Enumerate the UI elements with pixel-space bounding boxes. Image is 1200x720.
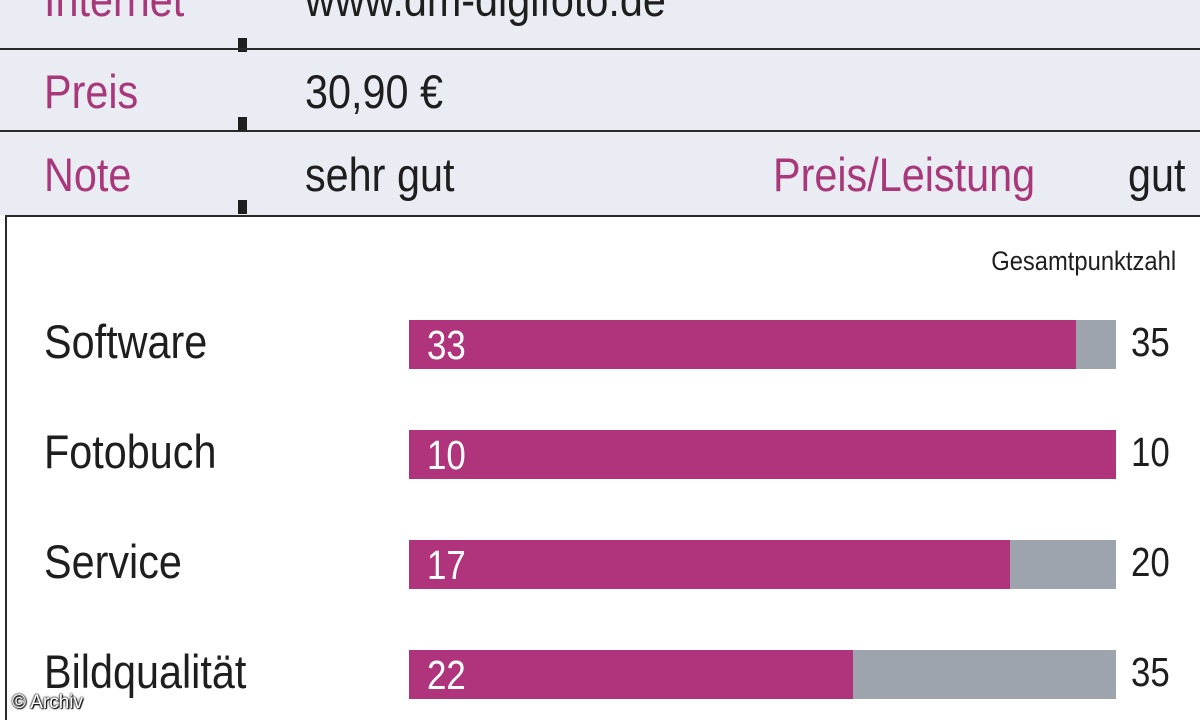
max-value-label: 20: [1131, 539, 1170, 585]
bar: [409, 320, 1076, 369]
bar-value-label: 33: [427, 322, 466, 368]
bar: [409, 430, 1116, 479]
separator-tick: [238, 38, 247, 52]
category-label: Bildqualität: [44, 645, 247, 698]
category-label: Service: [44, 535, 182, 588]
total-score-header: Gesamtpunktzahl: [991, 246, 1176, 276]
info-key-preis-leistung: Preis/Leistung: [773, 148, 1036, 201]
info-value-internet[interactable]: www.dm-digifoto.de: [305, 0, 666, 27]
bar-value-label: 22: [427, 652, 466, 698]
separator-tick: [238, 117, 247, 131]
max-value-label: 10: [1131, 429, 1170, 475]
bar-track: 33: [409, 320, 1116, 369]
row-divider: [0, 48, 1200, 50]
bar-track: 17: [409, 540, 1116, 589]
max-value-label: 35: [1131, 319, 1170, 365]
info-value-preis-leistung: gut: [1128, 148, 1186, 201]
info-row-note: Note sehr gut Preis/Leistung gut: [0, 133, 1200, 215]
image-credit: © Archiv: [12, 692, 84, 713]
bar: [409, 540, 1010, 589]
info-key-preis: Preis: [44, 65, 139, 118]
max-value-label: 35: [1131, 649, 1170, 695]
bar-value-label: 17: [427, 542, 466, 588]
bar: [409, 650, 854, 699]
category-label: Fotobuch: [44, 425, 217, 478]
info-value-note: sehr gut: [305, 148, 455, 201]
bar-value-label: 10: [427, 432, 466, 478]
info-value-preis: 30,90 €: [305, 65, 443, 118]
category-label: Software: [44, 315, 208, 368]
info-row-internet: Internet www.dm-digifoto.de: [0, 0, 1200, 50]
info-row-preis: Preis 30,90 €: [0, 52, 1200, 131]
bar-track: 10: [409, 430, 1116, 479]
row-divider: [0, 130, 1200, 132]
info-key-internet: Internet: [44, 0, 184, 27]
product-info-table: Internet www.dm-digifoto.de Preis 30,90 …: [0, 0, 1200, 215]
bar-track: 22: [409, 650, 1116, 699]
info-key-note: Note: [44, 148, 132, 201]
separator-tick: [238, 200, 247, 214]
